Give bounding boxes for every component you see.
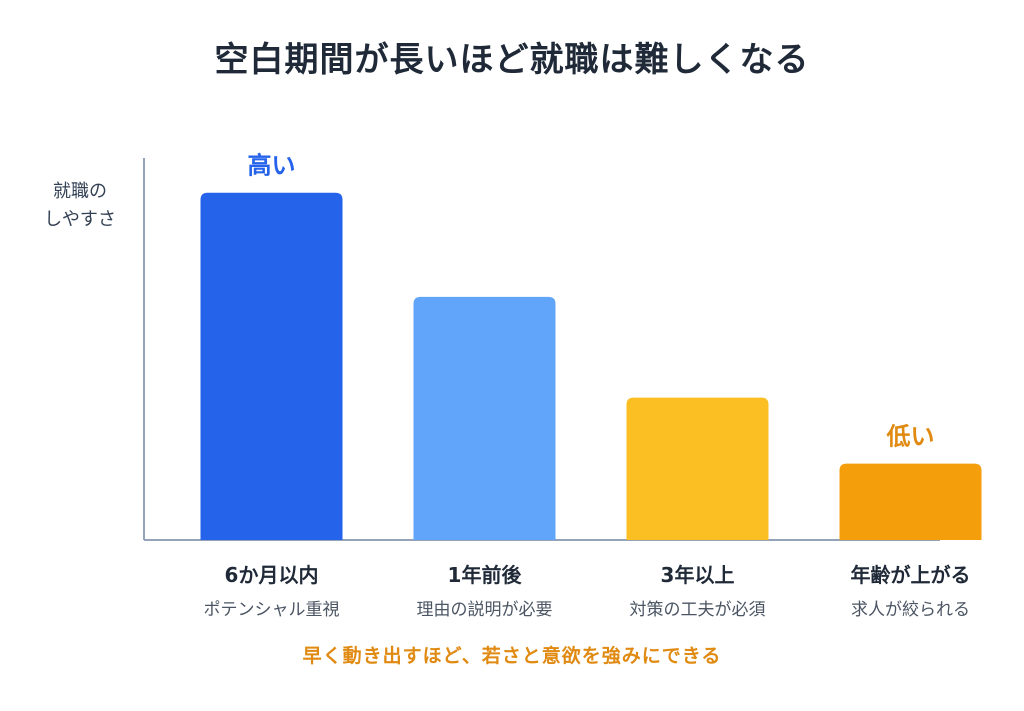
bar-1	[200, 192, 343, 540]
bar-4	[839, 463, 982, 540]
bar-2	[413, 296, 556, 540]
callout-2: 低い	[886, 423, 935, 451]
y-axis-label-line-1: 就職の	[53, 181, 107, 202]
y-axis-label-line-2: しやすさ	[44, 209, 116, 230]
category-label-2: 1年前後	[448, 563, 523, 587]
category-sublabel-4: 求人が絞られる	[851, 600, 970, 620]
category-sublabel-1: ポテンシャル重視	[204, 600, 340, 620]
category-label-1: 6か月以内	[225, 563, 319, 587]
category-label-4: 年齢が上がる	[851, 563, 971, 587]
category-label-3: 3年以上	[661, 563, 735, 587]
chart-bars	[200, 192, 982, 540]
category-sublabel-3: 対策の工夫が必須	[630, 600, 766, 620]
bar-3	[626, 397, 769, 540]
chart-footnote: 早く動き出すほど、若さと意欲を強みにできる	[302, 645, 722, 667]
y-axis-label: 就職の しやすさ	[32, 178, 128, 234]
chart-title: 空白期間が長いほど就職は難しくなる	[214, 40, 810, 80]
callout-1: 高い	[248, 152, 296, 180]
category-sublabel-2: 理由の説明が必要	[417, 600, 553, 620]
